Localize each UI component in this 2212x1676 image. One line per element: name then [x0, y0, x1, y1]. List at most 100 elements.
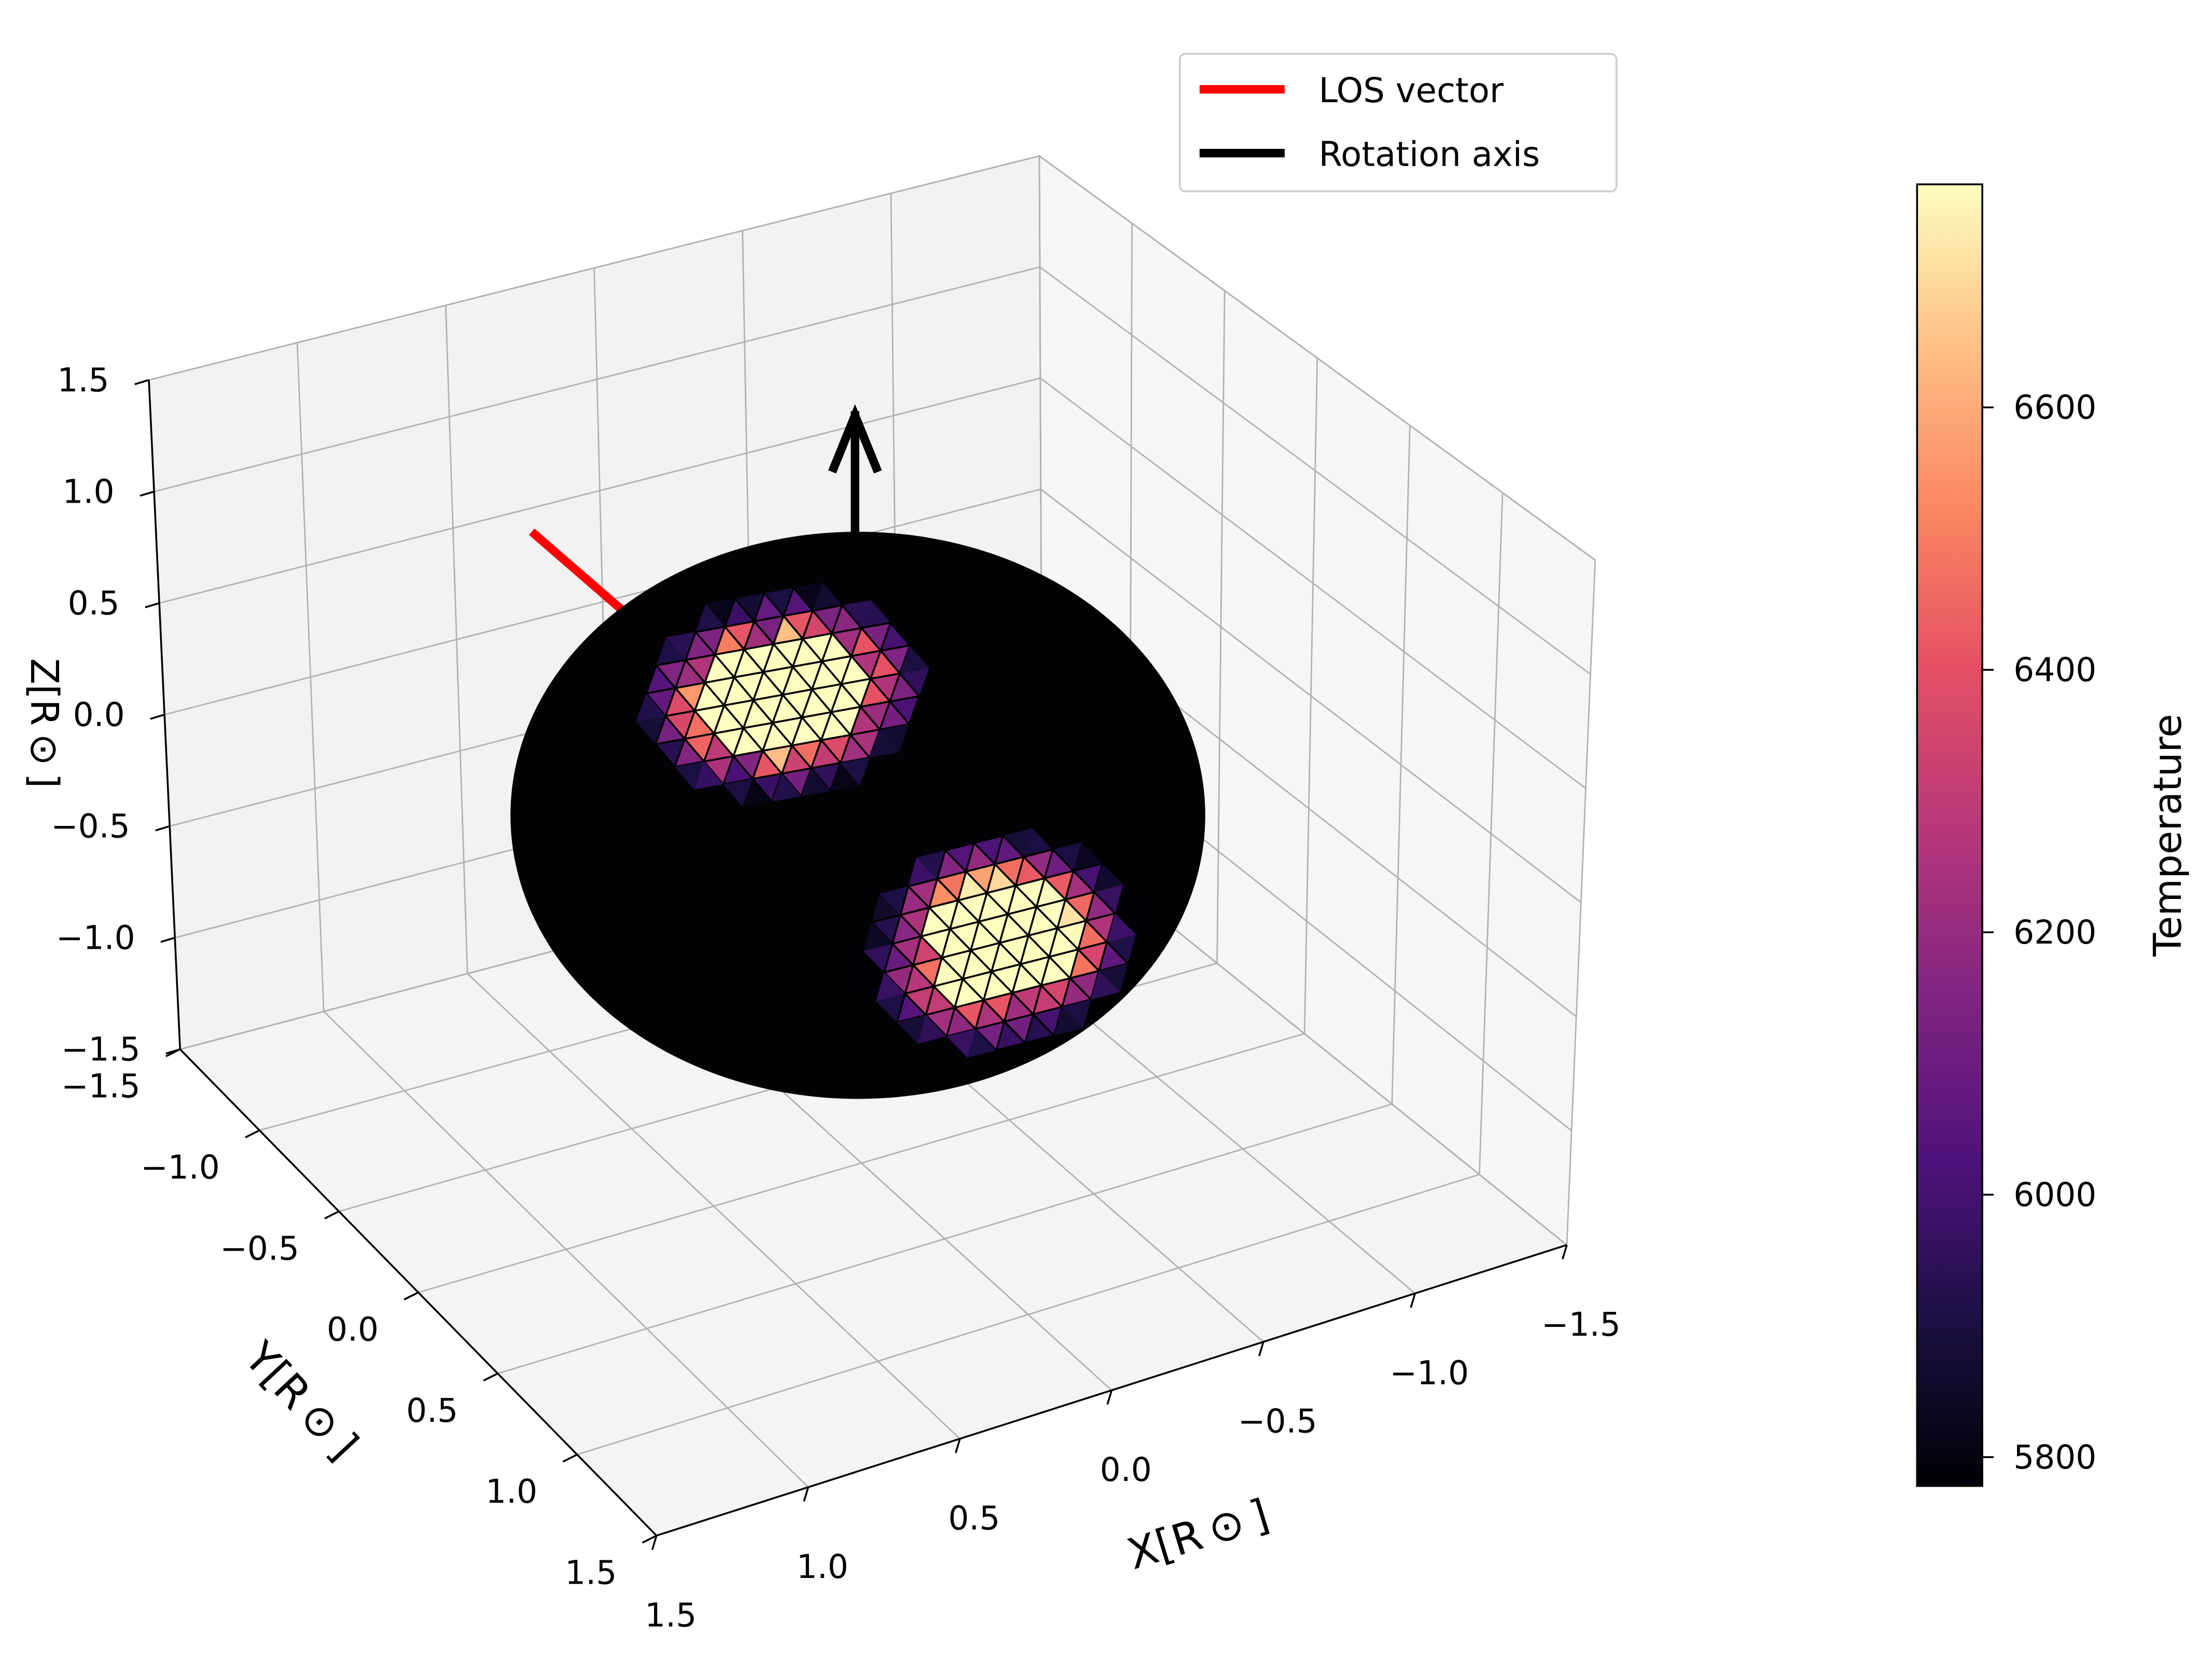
z-tick-label: −1.0: [56, 919, 135, 957]
spot-facet: [813, 583, 842, 611]
spot-facet: [742, 779, 772, 807]
z-tick-label: 1.5: [58, 361, 109, 399]
spot-facet: [723, 779, 753, 807]
y-axis-label: Y[R ⊙ ]: [234, 1332, 367, 1470]
spot-facet: [1107, 913, 1136, 943]
spot-facet: [1091, 971, 1120, 1000]
colorbar-label: Temperature: [2146, 714, 2190, 957]
colorbar-tick-label: 5800: [2013, 1438, 2096, 1476]
z-tick: [134, 379, 149, 385]
y-tick: [483, 1373, 498, 1382]
x-tick-label: −0.5: [1238, 1403, 1317, 1440]
spot-facet: [876, 993, 906, 1022]
spot-facet: [1073, 842, 1103, 871]
y-tick-label: −1.0: [141, 1148, 220, 1186]
spot-facet: [1097, 940, 1130, 973]
spot-facet: [879, 886, 909, 915]
colorbar-tick-label: 6000: [2013, 1176, 2096, 1214]
x-tick-label: 1.5: [645, 1596, 697, 1634]
spot-facet: [656, 637, 686, 666]
x-tick-label: 1.0: [797, 1548, 848, 1586]
spot-facet: [1094, 884, 1123, 913]
spot-facet: [863, 944, 893, 973]
colorbar-tick-label: 6600: [2013, 389, 2096, 426]
legend-label-rotation: Rotation axis: [1319, 135, 1540, 174]
spot-facet: [1115, 906, 1144, 935]
spot-facet: [871, 893, 901, 923]
spot-facet: [830, 763, 860, 791]
spot-facet: [897, 1015, 926, 1044]
z-tick: [155, 825, 170, 832]
x-tick: [1410, 1293, 1416, 1308]
y-tick-label: 0.5: [406, 1392, 458, 1430]
z-axis-label: Z[R ⊙ ]: [22, 658, 66, 788]
spot-facet: [694, 761, 724, 790]
colorbar: 5800 6000 6200 6400 6600 Temperature: [1916, 183, 2190, 1487]
y-tick-label: 1.5: [565, 1554, 617, 1591]
ticks: −1.5−1.5−1.5−1.0−1.0−1.0−0.5−0.5−0.50.00…: [51, 361, 1621, 1634]
spot-1: [636, 583, 929, 807]
x-tick-label: 0.5: [948, 1500, 1000, 1538]
z-tick-label: −0.5: [51, 808, 130, 846]
sphere: [510, 532, 1205, 1099]
spot-facet: [863, 922, 893, 951]
colorbar-ticks: 5800 6000 6200 6400 6600: [1982, 389, 2096, 1476]
spot-facet: [801, 768, 831, 797]
spot-facet: [855, 972, 884, 1001]
x-tick: [651, 1535, 658, 1550]
spot-facet: [899, 668, 929, 697]
spot-facet: [793, 583, 823, 611]
legend-label-los: LOS vector: [1319, 71, 1504, 110]
spot-facet: [675, 761, 704, 790]
spot-facet: [880, 724, 910, 753]
spot-facet: [917, 1015, 947, 1044]
spot-facet: [908, 857, 938, 887]
colorbar-tick-label: 6200: [2013, 913, 2096, 951]
spot-facet: [636, 693, 666, 722]
y-tick: [324, 1210, 340, 1220]
y-tick: [562, 1453, 578, 1463]
x-tick-label: −1.0: [1390, 1354, 1469, 1392]
spot-facet: [1107, 934, 1136, 964]
rotation-axis-arrow: [828, 404, 882, 539]
z-tick-label: 0.5: [68, 585, 120, 622]
spot-facet: [750, 772, 784, 804]
grid-x-floor: [323, 1010, 809, 1488]
spot-facet: [764, 588, 794, 616]
spot-facet: [861, 600, 891, 628]
spot-facet: [855, 951, 884, 980]
spot-facet: [870, 729, 899, 758]
x-tick: [954, 1438, 961, 1453]
spot-facet: [995, 1020, 1027, 1052]
y-tick-label: 1.0: [485, 1473, 537, 1511]
colorbar-gradient: [1916, 183, 1983, 1487]
spot-facet: [895, 992, 928, 1024]
x-axis-label: X[R ⊙ ]: [1122, 1490, 1274, 1580]
spot-facet: [840, 757, 870, 786]
spot-facet: [945, 1005, 978, 1038]
z-tick-label: 1.0: [63, 473, 115, 510]
spot-facet: [1052, 842, 1082, 871]
spot-facet: [1098, 963, 1128, 992]
spot-facet: [695, 604, 725, 632]
spot-facet: [666, 632, 696, 660]
z-tick: [150, 713, 165, 720]
y-tick: [404, 1291, 419, 1300]
spot-facet: [1062, 999, 1091, 1029]
legend: LOS vector Rotation axis: [1178, 53, 1618, 192]
spot-facet: [1115, 884, 1144, 913]
spot-facet: [916, 850, 945, 879]
spot-facet: [705, 599, 735, 627]
spot-facet: [1024, 1012, 1056, 1044]
spot-facet: [878, 699, 911, 731]
x-tick-label: 0.0: [1100, 1451, 1152, 1489]
spot-facet: [735, 593, 764, 621]
colorbar-tick-label: 6400: [2013, 651, 2096, 689]
x-tick: [803, 1487, 810, 1502]
y-tick: [642, 1534, 657, 1544]
y-tick: [245, 1129, 260, 1139]
x-tick: [1258, 1341, 1264, 1356]
y-tick-label: −1.5: [61, 1068, 141, 1105]
spot-facet: [772, 773, 801, 802]
